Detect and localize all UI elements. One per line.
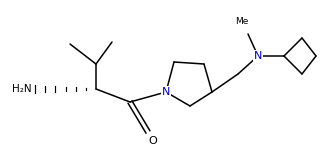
- Text: Me: Me: [235, 18, 249, 27]
- Text: N: N: [254, 51, 262, 61]
- Text: O: O: [149, 136, 157, 146]
- Text: N: N: [162, 87, 170, 97]
- Text: H₂N: H₂N: [12, 84, 32, 94]
